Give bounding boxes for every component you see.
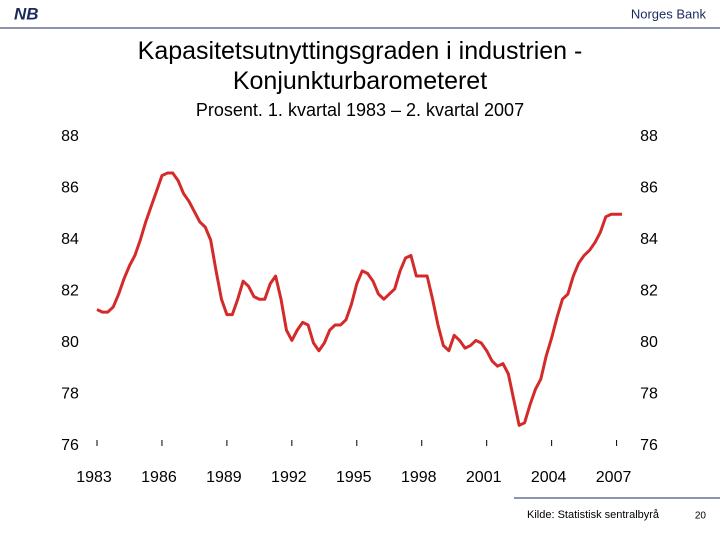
chart-title: Kapasitetsutnyttingsgraden i industrien … <box>137 37 583 95</box>
y2-tick-label: 82 <box>640 283 658 300</box>
x-tick-label: 1998 <box>401 469 437 486</box>
data-line <box>96 171 622 427</box>
x-tick-label: 1986 <box>141 469 177 486</box>
page-number: 20 <box>695 511 707 522</box>
x-tick-label: 2007 <box>596 469 632 486</box>
x-tick-label: 2004 <box>531 469 567 486</box>
y-tick-label: 76 <box>61 437 79 454</box>
x-tick-label: 1989 <box>206 469 242 486</box>
x-tick-label: 2001 <box>466 469 502 486</box>
brand: Norges Bank <box>631 6 707 21</box>
logo: NB <box>14 4 39 23</box>
y-tick-label: 86 <box>61 180 79 197</box>
x-tick-label: 1992 <box>271 469 307 486</box>
x-tick-label: 1983 <box>76 469 112 486</box>
y-tick-label: 88 <box>61 128 79 145</box>
y-tick-label: 80 <box>61 334 79 351</box>
chart-subtitle: Prosent. 1. kvartal 1983 – 2. kvartal 20… <box>195 100 525 120</box>
y2-tick-label: 78 <box>640 386 658 403</box>
y2-tick-label: 80 <box>640 334 658 351</box>
x-tick-label: 1995 <box>336 469 372 486</box>
y2-tick-label: 88 <box>640 128 658 145</box>
y-tick-label: 78 <box>61 386 79 403</box>
y-tick-label: 82 <box>61 283 79 300</box>
y2-tick-label: 76 <box>640 437 658 454</box>
y2-tick-label: 86 <box>640 180 658 197</box>
y2-tick-label: 84 <box>640 231 658 248</box>
source: Kilde: Statistisk sentralbyrå <box>527 509 660 521</box>
y-tick-label: 84 <box>61 231 79 248</box>
